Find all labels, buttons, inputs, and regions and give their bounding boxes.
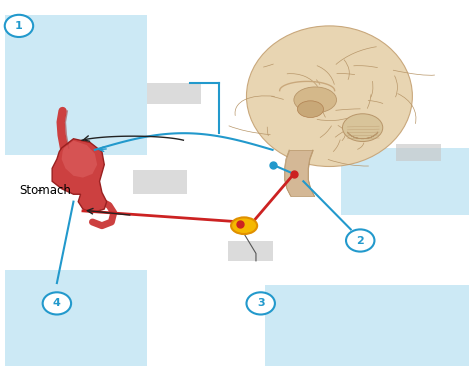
Ellipse shape	[294, 87, 337, 113]
Circle shape	[246, 292, 275, 314]
Text: 1: 1	[15, 21, 23, 31]
Ellipse shape	[231, 217, 257, 234]
Bar	[341, 148, 469, 215]
Ellipse shape	[298, 101, 324, 118]
Bar	[228, 240, 273, 261]
Bar	[5, 15, 147, 155]
Bar	[265, 285, 469, 366]
Text: Stomach: Stomach	[19, 184, 71, 197]
Bar	[5, 270, 147, 366]
Ellipse shape	[342, 114, 383, 141]
Bar	[396, 144, 441, 161]
Circle shape	[5, 15, 33, 37]
Circle shape	[346, 229, 374, 252]
Bar	[133, 170, 187, 194]
Text: 2: 2	[356, 235, 364, 246]
Polygon shape	[62, 141, 97, 178]
Circle shape	[43, 292, 71, 314]
Text: 3: 3	[257, 298, 264, 309]
Ellipse shape	[246, 26, 412, 166]
Polygon shape	[52, 139, 107, 213]
Text: 4: 4	[53, 298, 61, 309]
Bar	[147, 83, 201, 104]
